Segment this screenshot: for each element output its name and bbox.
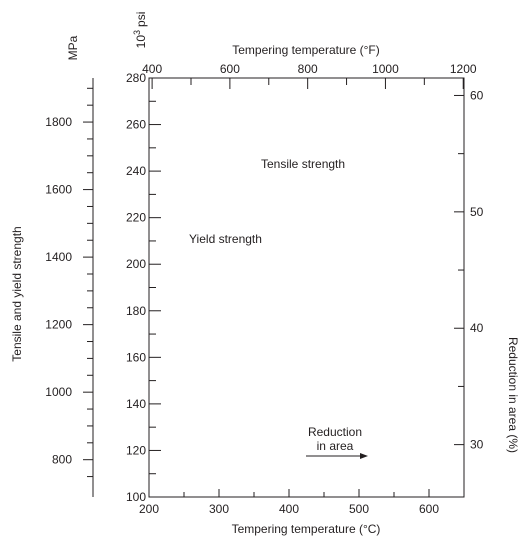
psi-tick-label: 220: [126, 211, 146, 225]
bottom-tick-label: 500: [349, 502, 369, 516]
bottom-tick-label: 300: [209, 502, 229, 516]
yield-strength-label: Yield strength: [189, 232, 262, 246]
mpa-axis-ticks: 800 1000 1200 1400 1600 1800: [45, 87, 93, 478]
right-axis-title: Reduction in area (%): [506, 337, 520, 453]
mpa-tick-label: 1200: [45, 318, 72, 332]
bottom-tick-label: 200: [139, 502, 159, 516]
reduction-tick-label: 30: [470, 438, 484, 452]
bottom-tick-label: 600: [419, 502, 439, 516]
mpa-unit-label: MPa: [66, 35, 80, 60]
psi-tick-label: 200: [126, 257, 146, 271]
top-tick-label: 600: [220, 62, 240, 76]
mpa-tick-label: 1600: [45, 183, 72, 197]
psi-axis-ticks: 100 120 140 160 180 200 220 240 260 280: [126, 71, 161, 504]
psi-tick-label: 120: [126, 443, 146, 457]
top-tick-label: 1000: [372, 62, 399, 76]
plot-frame: [148, 77, 465, 498]
top-tick-label: 400: [142, 62, 162, 76]
top-tick-label: 800: [298, 62, 318, 76]
mpa-tick-label: 1800: [45, 115, 72, 129]
reduction-label-line2: in area: [317, 439, 354, 453]
reduction-axis-ticks: 30 40 50 60: [454, 88, 484, 452]
psi-tick-label: 260: [126, 118, 146, 132]
psi-unit-base: 10: [134, 35, 148, 49]
reduction-label-line1: Reduction: [308, 425, 362, 439]
arrow-right-icon: [306, 453, 368, 459]
bottom-axis-title: Tempering temperature (°C): [232, 522, 381, 536]
psi-tick-label: 140: [126, 397, 146, 411]
psi-tick-label: 160: [126, 350, 146, 364]
mpa-tick-label: 800: [52, 453, 72, 467]
reduction-tick-label: 40: [470, 321, 484, 335]
top-axis-ticks: 400 600 800 1000 1200: [142, 62, 477, 89]
bottom-axis-ticks: 200 300 400 500 600: [139, 489, 465, 516]
left-axis-title: Tensile and yield strength: [10, 226, 24, 361]
psi-tick-label: 240: [126, 164, 146, 178]
reduction-tick-label: 60: [470, 88, 484, 102]
top-axis-title: Tempering temperature (°F): [232, 43, 380, 57]
psi-tick-label: 280: [126, 71, 146, 85]
psi-unit-label: 103 psi: [132, 12, 148, 49]
psi-unit-suffix: psi: [134, 12, 148, 27]
psi-unit-exponent: 3: [132, 30, 142, 35]
top-tick-label: 1200: [450, 62, 477, 76]
mpa-tick-label: 1400: [45, 250, 72, 264]
bottom-tick-label: 400: [279, 502, 299, 516]
psi-tick-label: 180: [126, 304, 146, 318]
reduction-tick-label: 50: [470, 205, 484, 219]
psi-tick-label: 100: [126, 490, 146, 504]
tensile-strength-label: Tensile strength: [261, 157, 345, 171]
mpa-tick-label: 1000: [45, 385, 72, 399]
